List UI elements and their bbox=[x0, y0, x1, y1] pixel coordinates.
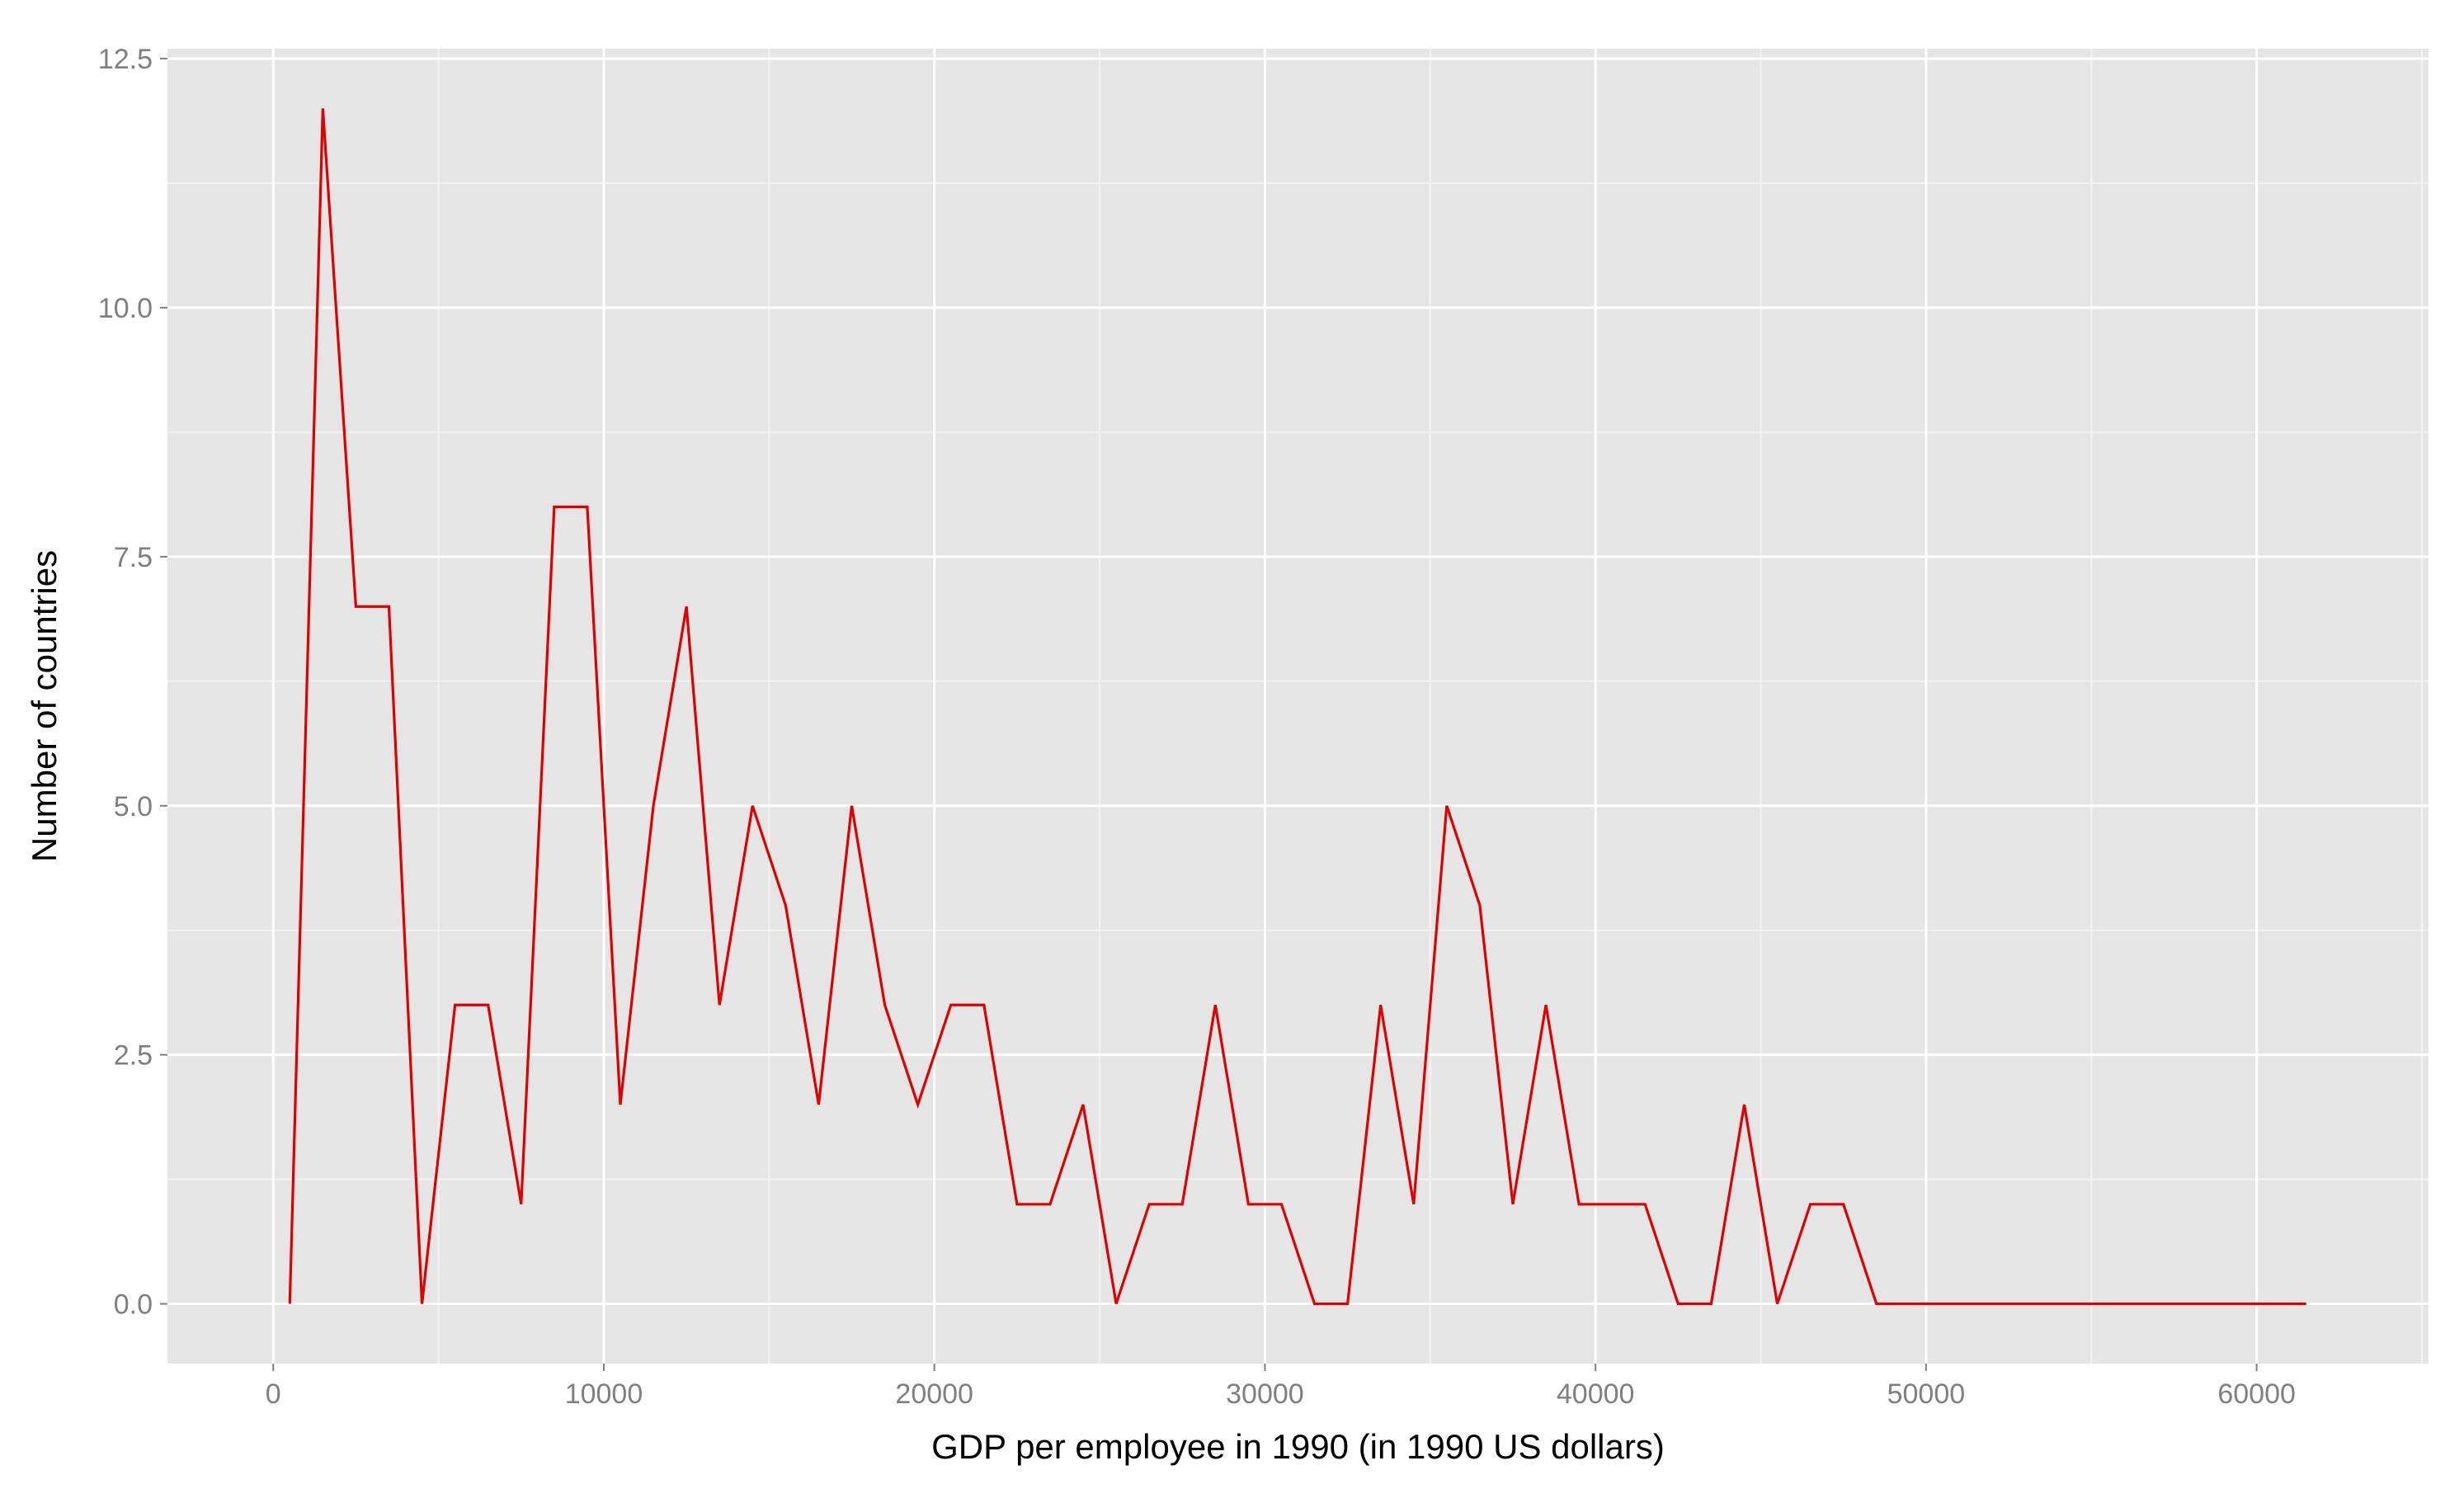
panel-background bbox=[167, 49, 2429, 1364]
y-tick-label: 0.0 bbox=[114, 1289, 153, 1321]
y-tick-label: 10.0 bbox=[98, 293, 153, 324]
y-axis: 0.0 2.5 5.0 7.5 10.0 12.5 bbox=[98, 44, 167, 1320]
y-tick-label: 7.5 bbox=[114, 542, 153, 573]
x-axis: 0 10000 20000 30000 40000 50000 60000 bbox=[266, 1364, 2296, 1410]
y-axis-title: Number of countries bbox=[25, 550, 64, 862]
x-tick-label: 0 bbox=[266, 1378, 281, 1410]
x-axis-title: GDP per employee in 1990 (in 1990 US dol… bbox=[931, 1427, 1665, 1466]
x-tick-label: 60000 bbox=[2217, 1378, 2296, 1410]
y-tick-label: 2.5 bbox=[114, 1040, 153, 1072]
x-tick-label: 50000 bbox=[1887, 1378, 1966, 1410]
x-tick-label: 10000 bbox=[565, 1378, 643, 1410]
x-tick-label: 30000 bbox=[1226, 1378, 1304, 1410]
y-tick-label: 12.5 bbox=[98, 44, 153, 75]
x-tick-label: 20000 bbox=[895, 1378, 973, 1410]
x-tick-label: 40000 bbox=[1557, 1378, 1635, 1410]
y-tick-label: 5.0 bbox=[114, 791, 153, 822]
